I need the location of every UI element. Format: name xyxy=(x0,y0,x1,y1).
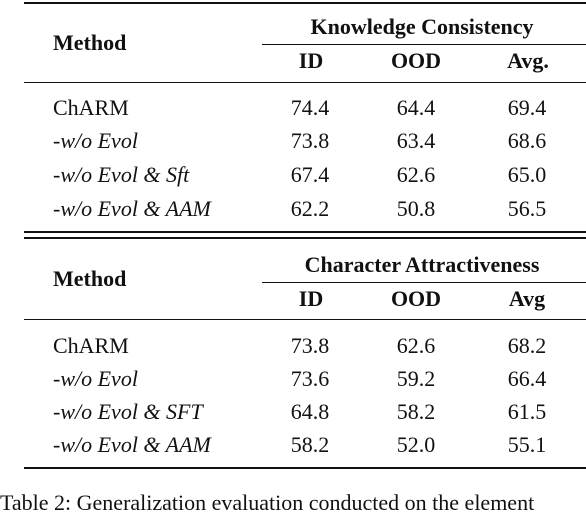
table1-row1-ood: 64.4 xyxy=(396,95,436,120)
table1-row4-method: -w/o Evol & AAM xyxy=(53,196,211,221)
table2-row3-method: -w/o Evol & SFT xyxy=(53,399,203,424)
table1-row4-id: 62.2 xyxy=(290,196,330,221)
table1-row2-ood: 63.4 xyxy=(396,128,436,153)
table2-group-header: Character Attractiveness xyxy=(304,252,540,277)
table1-method-header: Method xyxy=(53,30,127,55)
table1-row2-id: 73.8 xyxy=(290,128,330,153)
table2-row4-method: -w/o Evol & AAM xyxy=(53,432,211,457)
table1-row4-ood: 50.8 xyxy=(396,196,436,221)
table1-col-avg: Avg. xyxy=(507,48,549,73)
table2-method-header: Method xyxy=(53,266,127,291)
table-caption: Table 2: Generalization evaluation condu… xyxy=(0,490,535,515)
table1-row1-avg: 69.4 xyxy=(507,95,547,120)
table2-row1-avg: 68.2 xyxy=(507,333,547,358)
table2-row1-ood: 62.6 xyxy=(396,333,436,358)
table2-row2-id: 73.6 xyxy=(290,366,330,391)
table2-col-avg: Avg xyxy=(508,286,546,311)
table2-row4-avg: 55.1 xyxy=(507,432,547,457)
table1-col-id: ID xyxy=(298,48,324,73)
table2-header-rule xyxy=(24,319,586,320)
table2-row3-avg: 61.5 xyxy=(507,399,547,424)
table2-bottom-rule xyxy=(24,467,586,469)
table1-group-underline xyxy=(262,44,586,45)
table2-row3-id: 64.8 xyxy=(290,399,330,424)
table-separator-rule-lower xyxy=(24,237,586,239)
table2-row1-id: 73.8 xyxy=(290,333,330,358)
table1-top-rule xyxy=(24,2,586,4)
table2-row2-method: -w/o Evol xyxy=(53,366,138,391)
table1-row2-method: -w/o Evol xyxy=(53,128,138,153)
table1-row3-id: 67.4 xyxy=(290,162,330,187)
table1-row2-avg: 68.6 xyxy=(507,128,547,153)
table2-row4-ood: 52.0 xyxy=(396,432,436,457)
table1-row1-method: ChARM xyxy=(53,95,129,120)
table1-col-ood: OOD xyxy=(390,48,442,73)
table2-col-id: ID xyxy=(298,286,324,311)
table2-row3-ood: 58.2 xyxy=(396,399,436,424)
table2-row4-id: 58.2 xyxy=(290,432,330,457)
table1-row3-ood: 62.6 xyxy=(396,162,436,187)
table1-row4-avg: 56.5 xyxy=(507,196,547,221)
table2-row2-ood: 59.2 xyxy=(396,366,436,391)
table1-row3-method: -w/o Evol & Sft xyxy=(53,162,190,187)
table2-group-underline xyxy=(262,282,586,283)
table-separator-rule-upper xyxy=(24,231,586,233)
table2-row2-avg: 66.4 xyxy=(507,366,547,391)
table1-row3-avg: 65.0 xyxy=(507,162,547,187)
table1-header-rule xyxy=(24,82,586,83)
table2-col-ood: OOD xyxy=(390,286,442,311)
table2-row1-method: ChARM xyxy=(53,333,129,358)
table1-group-header: Knowledge Consistency xyxy=(310,14,534,39)
table1-row1-id: 74.4 xyxy=(290,95,330,120)
